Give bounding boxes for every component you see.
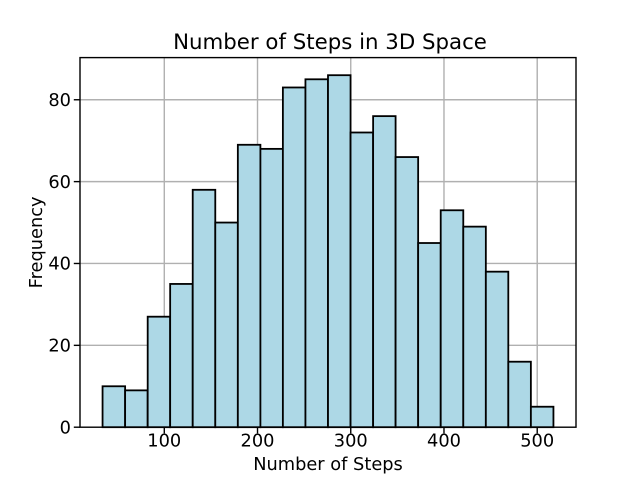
histogram-bar — [529, 405, 555, 429]
x-tick-labels: 100 200 300 400 500 — [147, 431, 554, 452]
histogram-bar — [394, 156, 420, 429]
histogram-bar — [124, 389, 149, 429]
histogram-bar — [327, 74, 352, 429]
x-tick-label: 500 — [520, 431, 554, 452]
x-tick-label: 400 — [427, 431, 461, 452]
y-tick-label: 0 — [60, 417, 71, 438]
histogram-bar — [507, 360, 532, 429]
histogram-bar — [281, 86, 307, 429]
x-axis-label: Number of Steps — [253, 454, 403, 475]
histogram-bar — [439, 209, 465, 429]
histogram-bar — [101, 385, 127, 429]
y-tick-label: 20 — [48, 336, 71, 357]
histogram-bar — [259, 147, 284, 429]
y-tick-labels: 0 20 40 60 80 — [48, 90, 71, 438]
histogram-bar — [214, 221, 239, 429]
histogram-bar — [236, 143, 262, 429]
x-tick-label: 200 — [241, 431, 275, 452]
histogram-bar — [169, 283, 194, 429]
histogram-bar — [304, 78, 329, 429]
y-tick-label: 80 — [48, 90, 71, 111]
histogram-bar — [372, 115, 397, 429]
y-tick-label: 40 — [48, 254, 71, 275]
tick-marks — [73, 99, 538, 434]
x-tick-label: 300 — [334, 431, 368, 452]
chart-title: Number of Steps in 3D Space — [173, 30, 487, 55]
y-tick-label: 60 — [48, 172, 71, 193]
histogram-bar — [462, 225, 487, 429]
histogram-bar — [417, 242, 442, 429]
histogram-bar — [484, 270, 510, 429]
histogram-bar — [191, 188, 217, 429]
histogram-bar — [146, 315, 172, 429]
x-tick-label: 100 — [147, 431, 181, 452]
histogram-bar — [349, 131, 375, 429]
axes-spines — [79, 56, 577, 428]
y-axis-label: Frequency — [26, 196, 47, 288]
